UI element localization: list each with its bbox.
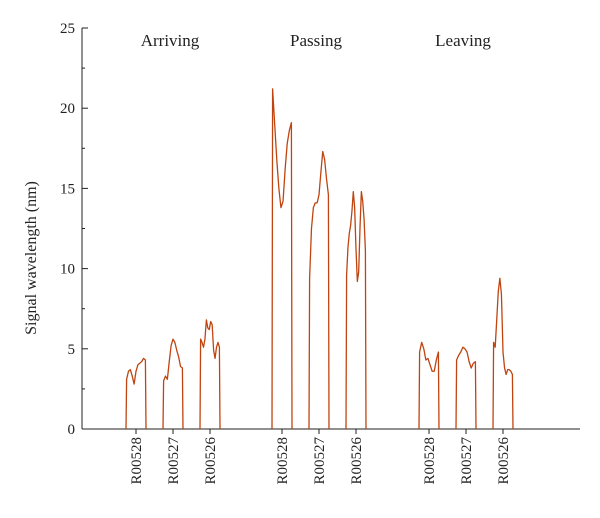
x-tick-label: R00527	[312, 437, 328, 485]
y-tick-label: 15	[60, 181, 75, 197]
x-tick-label: R00527	[166, 437, 182, 485]
sensor-trace	[455, 346, 477, 430]
sensor-trace	[308, 150, 330, 430]
sensor-trace	[125, 357, 147, 430]
traces	[125, 88, 514, 430]
group-labels: Arriving Passing Leaving	[141, 31, 492, 50]
y-tick-label: 0	[68, 422, 76, 438]
group-label: Passing	[290, 31, 342, 50]
group-label: Leaving	[435, 31, 491, 50]
sensor-trace	[492, 277, 514, 430]
sensor-trace	[162, 338, 184, 430]
x-tick-label: R00528	[129, 437, 145, 485]
y-axis-title: Signal wavelength (nm)	[23, 181, 40, 335]
y-tick-label: 10	[60, 262, 75, 278]
y-tick-label: 25	[60, 21, 75, 37]
x-tick-label: R00526	[496, 437, 512, 485]
sensor-trace	[345, 190, 367, 430]
y-tick-label: 5	[68, 342, 76, 358]
x-tick-label: R00528	[422, 437, 438, 485]
x-tick-label: R00527	[459, 437, 475, 485]
x-tick-label: R00526	[349, 437, 365, 485]
sensor-trace	[271, 88, 293, 430]
sensor-trace	[199, 319, 221, 430]
group-label: Arriving	[141, 31, 200, 50]
y-axis: 0 5 10 15 20 25	[60, 21, 88, 438]
x-tick-label: R00528	[275, 437, 291, 485]
x-tick-label: R00526	[203, 437, 219, 485]
x-axis	[82, 428, 580, 434]
y-tick-label: 20	[60, 101, 75, 117]
sensor-trace	[418, 341, 440, 430]
sensor-labels: R00528 R00527 R00526 R00528 R00527 R00526 R005…	[129, 437, 512, 485]
